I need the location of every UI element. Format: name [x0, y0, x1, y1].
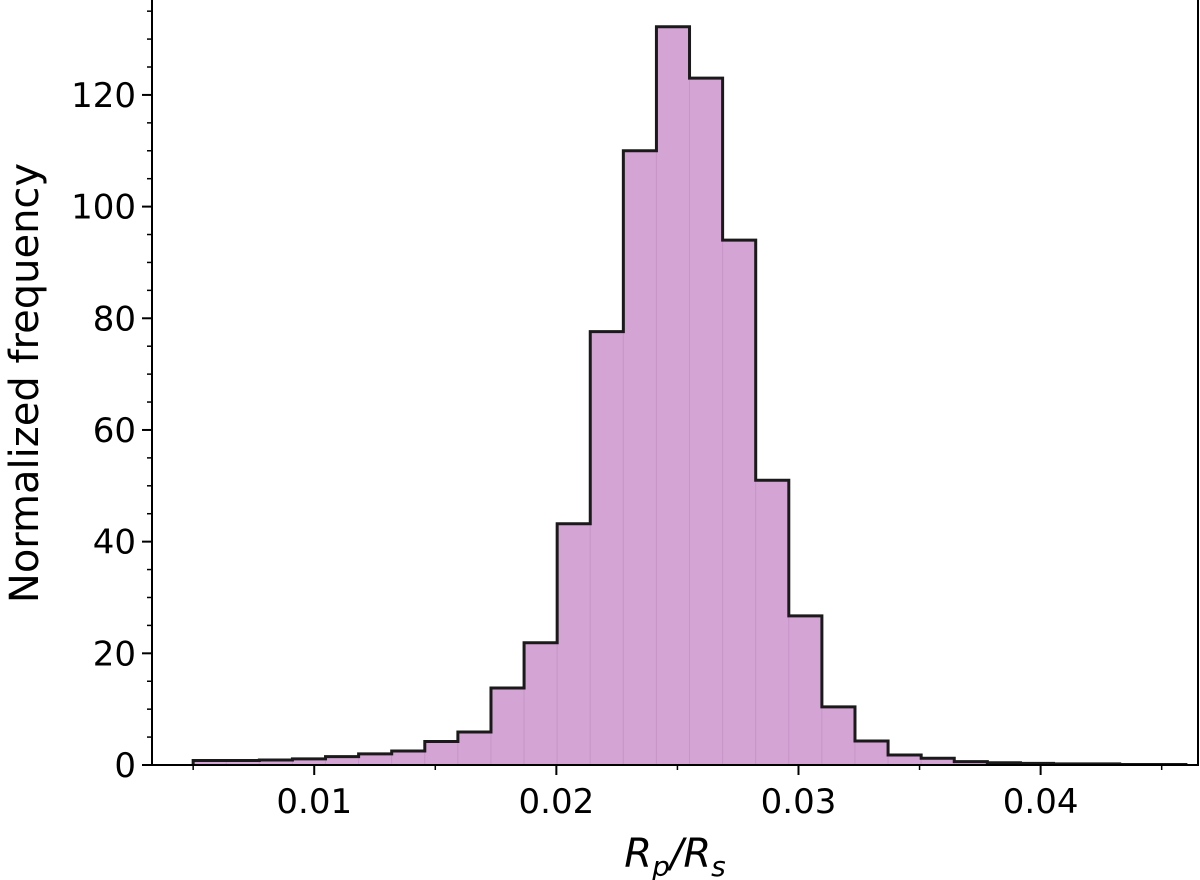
- histogram-bar: [755, 479, 790, 766]
- histogram-bar: [391, 750, 426, 766]
- histogram-bar: [887, 754, 922, 766]
- histogram-bar: [457, 731, 492, 766]
- x-axis-label: Rp/Rs: [624, 831, 725, 880]
- x-axis-ticks: 0.01 0.02 0.03 0.04: [192, 765, 1163, 822]
- y-tick-label: 80: [93, 299, 136, 339]
- y-axis-label: Normalized frequency: [2, 163, 48, 603]
- x-axis-label-sub-s: s: [711, 850, 726, 880]
- y-tick-label: 20: [93, 634, 136, 674]
- x-tick-label: 0.02: [519, 782, 595, 822]
- histogram-outline: [191, 25, 1188, 766]
- y-tick-label: 100: [71, 188, 136, 228]
- y-axis-ticks: 0 20 40 60 80 100 120: [71, 10, 152, 786]
- histogram-bar: [490, 687, 525, 766]
- x-axis-label-slash: /R: [667, 831, 711, 877]
- x-tick-label: 0.03: [761, 782, 837, 822]
- y-tick-label: 0: [114, 746, 136, 786]
- histogram-bars: [192, 26, 1187, 766]
- x-axis-label-main: R: [624, 831, 652, 877]
- y-tick-label: 60: [93, 411, 136, 451]
- histogram-bar: [655, 26, 691, 766]
- histogram-bar: [523, 642, 558, 766]
- histogram-bar: [821, 706, 856, 766]
- histogram-bar: [556, 523, 591, 766]
- x-tick-label: 0.04: [1003, 782, 1079, 822]
- histogram-bar: [788, 615, 823, 766]
- histogram-bar: [854, 740, 889, 766]
- x-axis-label-sub-p: p: [651, 850, 670, 880]
- histogram-bar: [589, 331, 624, 766]
- histogram-bar: [424, 741, 459, 766]
- y-tick-label: 40: [93, 523, 136, 563]
- histogram-bar: [722, 239, 757, 766]
- histogram-bar: [358, 753, 393, 766]
- histogram-bar: [622, 150, 657, 766]
- x-tick-label: 0.01: [276, 782, 352, 822]
- plot-frame: [151, 0, 1199, 766]
- y-tick-label: 120: [71, 76, 136, 116]
- histogram-bar: [689, 77, 724, 766]
